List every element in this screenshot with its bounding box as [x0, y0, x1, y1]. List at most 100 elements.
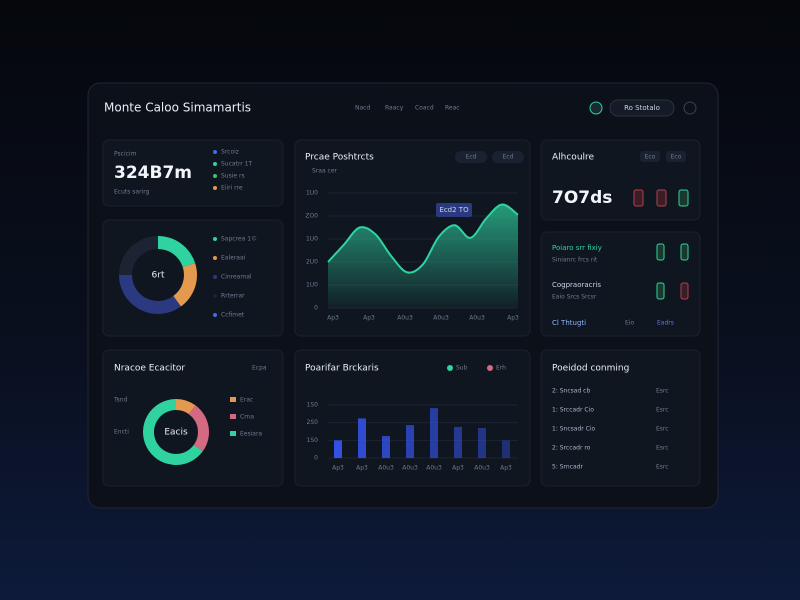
avatar[interactable] — [589, 101, 603, 115]
tooltip-label: Ecd2 TO — [439, 206, 469, 214]
schedule-item: 1: Sncsadr Cio — [552, 426, 595, 433]
x-tick-label: A0u3 — [397, 315, 413, 322]
legend-dot — [213, 256, 217, 260]
legend-label: Sub — [456, 365, 468, 372]
badge — [656, 243, 665, 261]
x-tick-label: Ap3 — [363, 315, 375, 322]
legend-dot — [213, 186, 217, 190]
x-tick-label: Ap3 — [452, 465, 464, 472]
legend-label: Erh — [496, 365, 506, 372]
legend-label: Srcoiz — [221, 149, 239, 156]
signal-footer: Eio — [625, 320, 634, 327]
donut-segment — [119, 275, 181, 314]
legend-dot — [213, 294, 217, 298]
legend-swatch — [230, 397, 236, 402]
y-tick-label: 1S0 — [307, 437, 319, 444]
schedule-value: Esrc — [656, 445, 669, 452]
tab-label[interactable]: Eco — [671, 154, 682, 161]
signal-footer: Eadrs — [657, 320, 674, 327]
schedule-value: Esrc — [656, 388, 669, 395]
x-tick-label: A0u3 — [469, 315, 485, 322]
x-tick-label: A0u3 — [433, 315, 449, 322]
risk-title: Nracoe Ecacitor — [114, 364, 185, 374]
donut-center: Eacis — [164, 428, 188, 438]
y-tick-label: 2S0 — [307, 419, 319, 426]
tab-label[interactable]: Eco — [645, 154, 656, 161]
header-button-label[interactable]: Ro Stotalo — [624, 104, 660, 112]
x-tick-label: A0u3 — [426, 465, 442, 472]
tab[interactable] — [492, 151, 524, 163]
y-tick-label: 0 — [314, 305, 318, 312]
badge — [633, 189, 644, 207]
tab[interactable] — [640, 151, 660, 162]
x-tick-label: Ap3 — [507, 315, 519, 322]
signal-title: Cogpraoracris — [552, 281, 601, 289]
donut-center: 6rt — [152, 271, 165, 281]
nav-item[interactable]: Coacd — [415, 105, 434, 112]
legend-label: Erac — [240, 397, 253, 404]
schedule-value: Esrc — [656, 464, 669, 471]
tab[interactable] — [666, 151, 686, 162]
legend-dot — [447, 365, 453, 371]
signal-footer: Cl Thtugti — [552, 319, 586, 327]
x-tick-label: Ap3 — [500, 465, 512, 472]
y-tick-label: ZO0 — [305, 213, 318, 220]
legend-dot — [213, 313, 217, 317]
kpi-panel — [102, 139, 284, 207]
bar — [478, 427, 486, 458]
schedule-title: Poeidod conming — [552, 364, 629, 374]
y-tick-label: 1U0 — [306, 282, 318, 289]
settings-icon[interactable] — [683, 101, 697, 115]
y-tick-label: 1U0 — [306, 190, 318, 197]
y-tick-label: 1U0 — [306, 236, 318, 243]
tab[interactable] — [455, 151, 487, 163]
bar — [334, 440, 342, 458]
legend-label: Eiiri rre — [221, 185, 243, 192]
donut-segment — [188, 405, 210, 452]
legend-label: Ealeraai — [221, 255, 246, 262]
bar — [382, 436, 390, 458]
legend-dot — [213, 275, 217, 279]
tooltip — [436, 203, 472, 217]
schedule-item: 5: Srncadr — [552, 464, 584, 471]
legend-label: Ccfimet — [221, 312, 245, 319]
nav-item[interactable]: Nacd — [355, 105, 370, 112]
x-tick-label: Ap3 — [356, 465, 368, 472]
returns-title: Poarifar Brckaris — [305, 364, 379, 374]
donut-segment — [158, 236, 196, 267]
bar — [406, 425, 414, 458]
risk-side-label: Encti — [114, 429, 129, 436]
price-subtitle: Sraa cer — [312, 168, 338, 175]
kpi-label: Pscicim — [114, 151, 137, 158]
legend-label: Susie rs — [221, 173, 245, 180]
tab-label[interactable]: Ecd — [466, 154, 477, 161]
x-tick-label: A0u3 — [474, 465, 490, 472]
legend-dot — [213, 150, 217, 154]
schedule-value: Esrc — [656, 426, 669, 433]
alerts-value: 7O7ds — [552, 188, 612, 208]
legend-label: Rrterrar — [221, 293, 245, 300]
badge — [656, 282, 665, 300]
schedule-item: 1: Srccadr Cio — [552, 407, 594, 414]
y-tick-label: 1S0 — [307, 402, 319, 409]
area-fill — [328, 204, 518, 308]
nav-item[interactable]: Raacy — [385, 105, 404, 112]
legend-swatch — [230, 431, 236, 436]
price-title: Prcae Poshtrcts — [305, 153, 374, 163]
header-button[interactable] — [609, 99, 675, 117]
legend-dot — [213, 174, 217, 178]
nav-item[interactable]: Reac — [445, 105, 460, 112]
signal-sub: Sinianrc frcs rit — [552, 257, 598, 264]
donut-segment — [119, 236, 158, 275]
donut-segment — [176, 399, 196, 415]
schedule-value: Esrc — [656, 407, 669, 414]
bar — [430, 408, 438, 458]
schedule-panel — [540, 349, 701, 487]
x-tick-label: A0u3 — [378, 465, 394, 472]
tab-label[interactable]: Ecd — [503, 154, 514, 161]
badge — [678, 189, 689, 207]
legend-dot — [213, 237, 217, 241]
donut-segment — [142, 399, 203, 465]
legend-label: Eesiara — [240, 431, 262, 438]
